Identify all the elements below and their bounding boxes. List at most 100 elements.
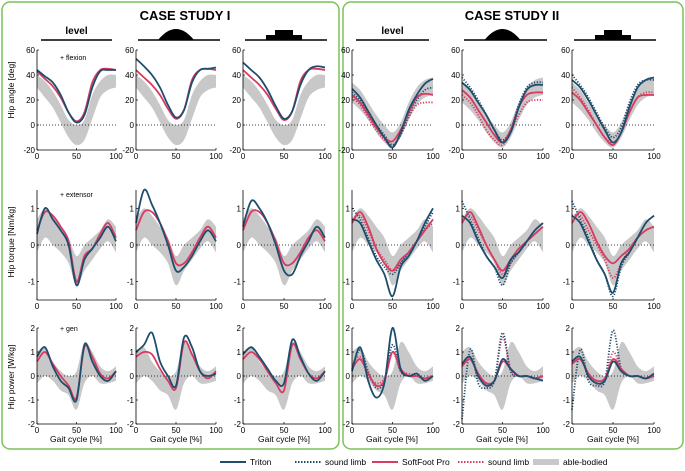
annotation-extensor: + extensor: [60, 192, 94, 199]
y-tick-label: 1: [31, 204, 36, 213]
x-tick-label: 0: [35, 152, 40, 161]
legend: Triton sound limb SoftFoot Pro sound limb ab…: [220, 457, 608, 467]
y-tick-label: -20: [338, 146, 350, 155]
ablebodied-band: [243, 74, 325, 146]
y-tick-label: 40: [125, 71, 134, 80]
y-tick-label: -1: [28, 396, 36, 405]
y-tick-label: 0: [346, 241, 351, 250]
case-study-2-title: CASE STUDY II: [465, 8, 559, 23]
x-tick-label: 100: [318, 152, 332, 161]
x-tick-label: 100: [647, 302, 661, 311]
y-tick-label: 1: [566, 204, 571, 213]
x-tick-label: 100: [209, 152, 223, 161]
case-study-1-frame: [1, 1, 340, 450]
legend-label: Triton: [250, 457, 272, 467]
row-label-torque: Hip torque [Nm/kg]: [6, 207, 16, 278]
y-tick-label: 20: [26, 96, 35, 105]
triton-line: [461, 355, 544, 387]
y-tick-label: -20: [229, 146, 241, 155]
softfoot-line: [571, 211, 655, 265]
y-tick-label: 0: [31, 241, 36, 250]
y-tick-label: 0: [31, 372, 36, 381]
subplot-torque-caseII-0: -1 0 1 0 50 100: [343, 190, 440, 311]
y-tick-label: 60: [561, 46, 570, 55]
y-tick-label: 60: [26, 46, 35, 55]
y-tick-label: 1: [346, 204, 351, 213]
x-tick-label: 50: [172, 302, 181, 311]
x-tick-label: 50: [388, 152, 397, 161]
x-tick-label: 50: [388, 426, 397, 435]
y-tick-label: 60: [341, 46, 350, 55]
x-tick-label: 50: [72, 152, 81, 161]
y-tick-label: -2: [563, 420, 571, 429]
legend-item: Triton: [220, 457, 272, 467]
y-tick-label: 0: [566, 372, 571, 381]
x-tick-label: 0: [35, 302, 40, 311]
subplot-power-caseI-2: -2 -1 0 1 2 0 50 100: [234, 324, 332, 435]
subplot-torque-caseI-0: -1 0 1 0 50 100: [28, 190, 123, 311]
softfoot-line: [351, 92, 434, 143]
x-tick-label: 0: [350, 426, 355, 435]
y-tick-label: -1: [127, 396, 135, 405]
ablebodied-band: [572, 208, 654, 286]
row-label-power: Hip power [W/kg]: [6, 345, 16, 410]
triton-line: [242, 338, 326, 387]
y-tick-label: 60: [451, 46, 460, 55]
x-tick-label: 0: [350, 152, 355, 161]
y-tick-label: 20: [125, 96, 134, 105]
triton-line: [135, 188, 217, 273]
x-tick-label: 50: [498, 152, 507, 161]
subplot-power-caseII-1: -2 -1 0 1 2 0 50 100: [453, 324, 550, 435]
x-tick-label: 50: [172, 152, 181, 161]
bump-terrain-icon: [138, 29, 220, 41]
y-tick-label: 0: [566, 121, 571, 130]
y-tick-label: 0: [566, 241, 571, 250]
x-tick-label: 50: [172, 426, 181, 435]
x-tick-label: 50: [609, 302, 618, 311]
ablebodied-band: [462, 208, 543, 286]
x-tick-label: 50: [498, 426, 507, 435]
legend-item: SoftFoot Pro: [372, 457, 450, 467]
ablebodied-band: [462, 77, 543, 148]
legend-label: sound limb: [488, 457, 529, 467]
y-tick-label: 2: [237, 324, 242, 333]
step-terrain-icon: [574, 30, 656, 41]
triton-sound-line: [461, 76, 544, 141]
x-tick-label: 100: [536, 152, 550, 161]
xlabel-case2-col3: Gait cycle [%]: [587, 434, 639, 444]
subplot-power-caseII-2: -2 -1 0 1 2 0 50 100: [563, 324, 661, 435]
x-tick-label: 100: [318, 426, 332, 435]
subplot-power-caseII-0: -2 -1 0 1 2 0 50 100: [343, 324, 440, 435]
subplot-torque-caseII-2: -1 0 1 0 50 100: [563, 190, 661, 311]
y-tick-label: 60: [125, 46, 134, 55]
softfoot-sound-line: [461, 94, 544, 147]
x-tick-label: 0: [350, 302, 355, 311]
x-tick-label: 100: [536, 302, 550, 311]
y-tick-label: 20: [451, 96, 460, 105]
ablebodied-band: [352, 208, 433, 286]
triton-sound-line: [351, 343, 434, 390]
y-tick-label: 0: [237, 372, 242, 381]
ablebodied-band: [243, 341, 325, 410]
y-tick-label: 2: [456, 324, 461, 333]
subplot-power-caseI-0: -2 -1 0 1 2 0 50 100: [28, 324, 123, 435]
y-tick-label: 0: [346, 121, 351, 130]
y-tick-label: 2: [566, 324, 571, 333]
x-tick-label: 0: [35, 426, 40, 435]
y-tick-label: 40: [26, 71, 35, 80]
xlabel-case2-col1: Gait cycle [%]: [366, 434, 418, 444]
y-tick-label: 2: [346, 324, 351, 333]
y-tick-label: -1: [343, 278, 351, 287]
x-tick-label: 0: [134, 302, 139, 311]
y-tick-label: -2: [127, 420, 135, 429]
triton-line: [135, 58, 217, 119]
y-tick-label: -20: [122, 146, 134, 155]
y-tick-label: 0: [31, 121, 36, 130]
triton-line: [242, 61, 326, 120]
legend-item: sound limb: [295, 457, 366, 467]
x-tick-label: 100: [426, 302, 440, 311]
